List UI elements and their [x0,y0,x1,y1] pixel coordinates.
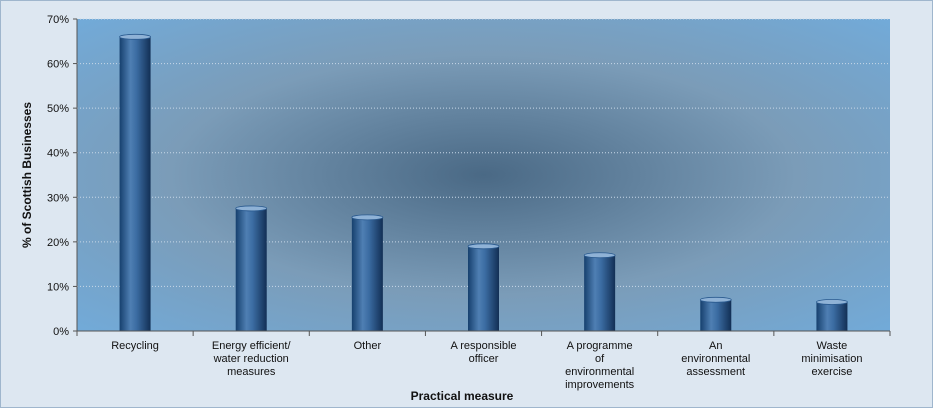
bar-body [235,208,267,331]
y-tick-label: 70% [47,14,69,26]
bar [816,299,848,331]
x-category-labels: Recycling Energy efficient/water reductio… [111,340,862,391]
y-tick-labels: 0% 10% 20% 30% 40% 50% 60% 70% [47,14,69,338]
axes [73,18,891,336]
bar [119,33,151,331]
bar-body [119,36,151,331]
y-axis-title: % of Scottish Businesses [20,102,34,248]
bar [467,243,500,331]
y-tick-label: 10% [47,281,69,293]
x-category-label: A responsible officer [450,340,516,365]
bar-top [119,33,151,40]
bar [699,296,732,331]
bar [583,252,616,331]
y-tick-label: 50% [47,103,69,115]
bar-body [351,217,383,331]
bar [235,205,268,331]
bar-body [816,302,848,331]
bar-top [583,252,616,259]
x-category-label: A programme of environmental improvements [565,340,635,391]
bar [351,214,384,331]
y-tick-label: 20% [47,237,69,249]
bar-body [584,255,616,331]
bar-top [467,243,500,250]
y-tick-label: 0% [53,326,69,338]
y-tick-label: 40% [47,148,69,160]
x-category-label: Other [354,340,382,352]
y-tick-label: 60% [47,59,69,71]
x-axis-title: Practical measure [411,389,514,403]
y-tick-label: 30% [47,192,69,204]
x-category-label: An environmental assessment [681,340,750,378]
x-category-label: Waste minimisation exercise [801,340,862,378]
bar-top [699,296,732,303]
bar-body [468,246,499,331]
bar-top [351,214,384,221]
bars [119,33,848,331]
bar-body [700,299,732,331]
x-category-label: Recycling [111,340,159,352]
bar-top [235,205,268,212]
gridlines [77,18,890,287]
x-category-label: Energy efficient/water reduction measures [212,340,292,378]
bar-top [816,299,848,305]
